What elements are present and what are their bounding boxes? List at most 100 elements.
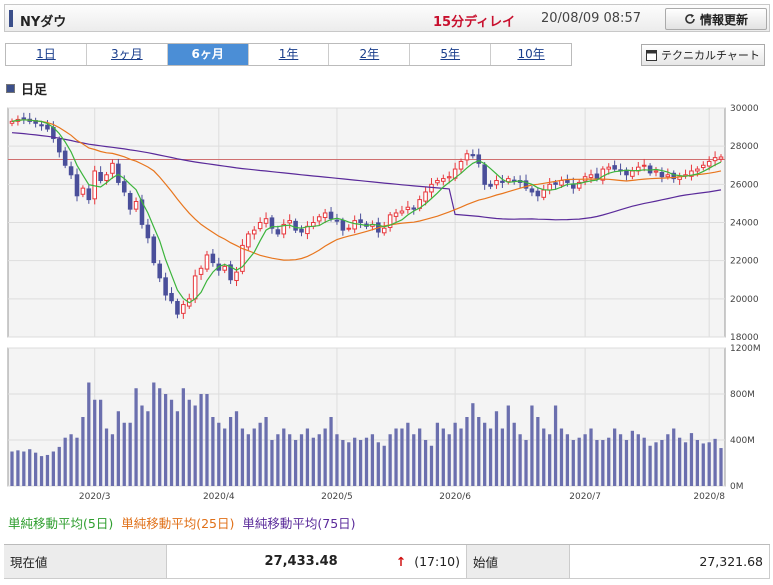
candle-body <box>121 181 127 193</box>
volume-bar <box>240 428 245 486</box>
volume-bar <box>477 417 481 486</box>
volume-bar <box>695 440 699 486</box>
candle-body <box>576 181 582 189</box>
candle-body <box>45 124 50 130</box>
volume-bar <box>483 422 487 486</box>
volume-bar <box>500 428 505 486</box>
timestamp: 20/08/09 08:57 <box>541 11 641 26</box>
volume-bar <box>34 452 38 486</box>
volume-bar <box>193 405 197 486</box>
candle-body <box>423 191 428 202</box>
candle-body <box>116 163 121 183</box>
candle-body <box>671 172 677 180</box>
volume-bar <box>16 450 20 486</box>
candle-body <box>157 263 162 279</box>
quote-time: (17:10) <box>414 554 460 569</box>
volume-bar <box>494 411 499 486</box>
volume-bar <box>536 417 540 486</box>
candle-body <box>269 217 275 229</box>
volume-bar <box>589 428 593 486</box>
volume-tick-label: 0M <box>730 482 744 492</box>
tab-6[interactable]: 10年 <box>517 47 545 61</box>
volume-bar <box>648 445 652 486</box>
tab-0[interactable]: 1日 <box>6 44 87 65</box>
candle-body <box>240 244 245 272</box>
candle-body <box>482 164 487 185</box>
legend-ma5: 単純移動平均(5日) <box>8 516 114 531</box>
volume-bar <box>335 434 339 486</box>
volume-bar <box>223 428 227 486</box>
candle-body <box>86 188 92 201</box>
volume-bar <box>134 388 138 486</box>
candle-body <box>74 174 80 197</box>
candle-body <box>39 124 44 127</box>
volume-bar <box>199 394 203 486</box>
volume-bar <box>530 405 534 486</box>
volume-bar <box>69 434 73 486</box>
candle-body <box>80 187 86 195</box>
volume-bar <box>707 442 711 486</box>
tab-5[interactable]: 5年 <box>410 44 492 65</box>
volume-bar <box>565 434 570 486</box>
candle-body <box>56 138 62 153</box>
volume-bar <box>353 437 357 486</box>
volume-bar <box>506 405 510 486</box>
volume-bar <box>347 442 351 486</box>
candle-body <box>712 157 718 162</box>
tab-3[interactable]: 1年 <box>249 44 330 65</box>
tab-4[interactable]: 2年 <box>329 44 411 65</box>
section-label: 日足 <box>21 83 48 98</box>
x-tick-label: 2020/3 <box>79 492 111 500</box>
volume-tick-label: 400M <box>730 436 755 446</box>
candle-body <box>275 229 281 235</box>
volume-bar <box>613 428 617 486</box>
candle-body <box>429 183 434 193</box>
candle-body <box>470 154 476 157</box>
refresh-button[interactable]: 情報更新 <box>665 8 767 30</box>
refresh-label: 情報更新 <box>699 12 748 27</box>
candle-body <box>110 162 115 174</box>
volume-bar <box>400 428 404 486</box>
technical-chart-button[interactable]: テクニカルチャート <box>641 44 765 66</box>
candle-body <box>706 160 712 167</box>
volume-bar <box>299 434 304 486</box>
price-tick-label: 20000 <box>730 295 759 305</box>
volume-bar <box>311 437 315 486</box>
candle-body <box>352 220 357 230</box>
price-tick-label: 30000 <box>730 104 759 114</box>
candle-body <box>281 223 287 235</box>
volume-bar <box>152 382 156 486</box>
tab-1[interactable]: 3ヶ月 <box>87 44 168 65</box>
candle-body <box>228 264 233 281</box>
price-tick-label: 24000 <box>730 219 759 229</box>
candle-body <box>316 216 322 222</box>
volume-bar <box>169 399 174 486</box>
candle-body <box>175 301 180 315</box>
candle-body <box>322 212 328 219</box>
tab-2[interactable]: 6ヶ月 <box>167 44 249 65</box>
technical-chart-label: テクニカルチャート <box>661 49 760 62</box>
legend-ma75: 単純移動平均(75日) <box>242 516 356 531</box>
volume-bar <box>140 405 144 486</box>
open-value: 27,321.68 <box>570 545 770 579</box>
volume-bar <box>382 445 386 486</box>
volume-bar <box>317 434 321 486</box>
volume-bar <box>453 422 457 486</box>
candle-body <box>446 176 452 179</box>
section-square-icon <box>6 84 15 93</box>
volume-bar <box>205 394 209 486</box>
candle-body <box>381 227 387 234</box>
price-chart: 30000 28000 26000 24000 22000 20000 180001200M… <box>7 104 761 500</box>
volume-bar <box>51 451 55 486</box>
volume-bar <box>128 422 132 486</box>
candle-body <box>441 178 446 182</box>
candle-body <box>665 174 671 178</box>
volume-bar <box>87 382 91 486</box>
x-tick-label: 2020/7 <box>569 492 601 500</box>
volume-bar <box>518 434 522 486</box>
volume-bar <box>701 443 705 486</box>
volume-bar <box>672 428 676 486</box>
volume-bar <box>364 437 369 486</box>
current-label: 現在値 <box>4 545 167 579</box>
volume-bar <box>447 434 451 486</box>
